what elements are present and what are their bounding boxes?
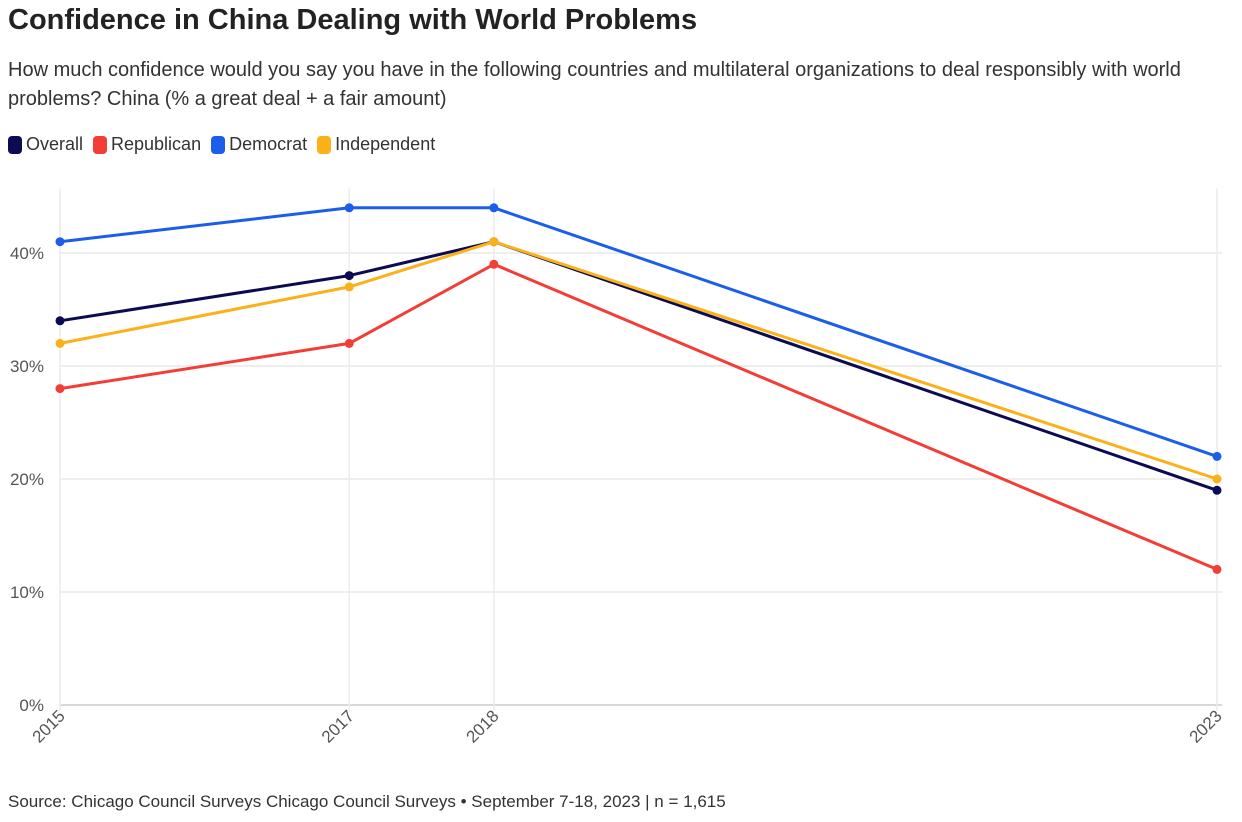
data-point-democrat: [1212, 451, 1222, 461]
legend-label-overall: Overall: [26, 134, 84, 154]
chart-title: Confidence in China Dealing with World P…: [8, 4, 698, 36]
series-line-independent: [59, 240, 1218, 481]
y-tick-label: 10%: [10, 583, 44, 602]
data-point-republican: [55, 384, 65, 394]
data-point-democrat: [55, 237, 65, 247]
data-point-independent: [489, 237, 499, 247]
data-point-overall: [344, 271, 354, 281]
x-tick-label: 2017: [318, 706, 358, 746]
series-line-democrat: [59, 206, 1218, 458]
data-point-republican: [344, 338, 354, 348]
y-tick-label: 0%: [19, 696, 44, 715]
data-point-republican: [489, 259, 499, 269]
series-line-overall: [59, 240, 1218, 492]
legend-swatch-republican: [93, 135, 108, 154]
data-point-republican: [1212, 564, 1222, 574]
legend: Overall Republican Democrat Independent: [8, 134, 435, 155]
data-point-democrat: [344, 203, 354, 213]
data-point-independent: [344, 282, 354, 292]
legend-label-republican: Republican: [111, 134, 202, 154]
y-tick-label: 40%: [10, 244, 44, 263]
x-tick-label: 2023: [1186, 706, 1226, 746]
data-point-overall: [55, 316, 65, 326]
y-tick-label: 30%: [10, 357, 44, 376]
source-note: Source: Chicago Council Surveys Chicago …: [8, 792, 726, 811]
legend-item-republican: Republican: [93, 134, 201, 155]
legend-swatch-overall: [8, 135, 22, 154]
series-line-republican: [59, 262, 1218, 571]
legend-item-independent: Independent: [317, 134, 435, 155]
legend-label-democrat: Democrat: [229, 134, 308, 154]
data-point-independent: [55, 338, 65, 348]
legend-item-overall: Overall: [8, 134, 83, 155]
x-tick-label: 2018: [463, 706, 503, 746]
legend-swatch-independent: [317, 135, 332, 154]
legend-item-democrat: Democrat: [211, 134, 307, 155]
chart-subtitle: How much confidence would you say you ha…: [8, 59, 1181, 110]
data-point-democrat: [489, 203, 499, 213]
legend-label-independent: Independent: [335, 134, 436, 154]
data-point-independent: [1212, 474, 1222, 484]
y-tick-label: 20%: [10, 470, 44, 489]
legend-swatch-democrat: [211, 135, 226, 154]
data-point-overall: [1212, 485, 1222, 495]
